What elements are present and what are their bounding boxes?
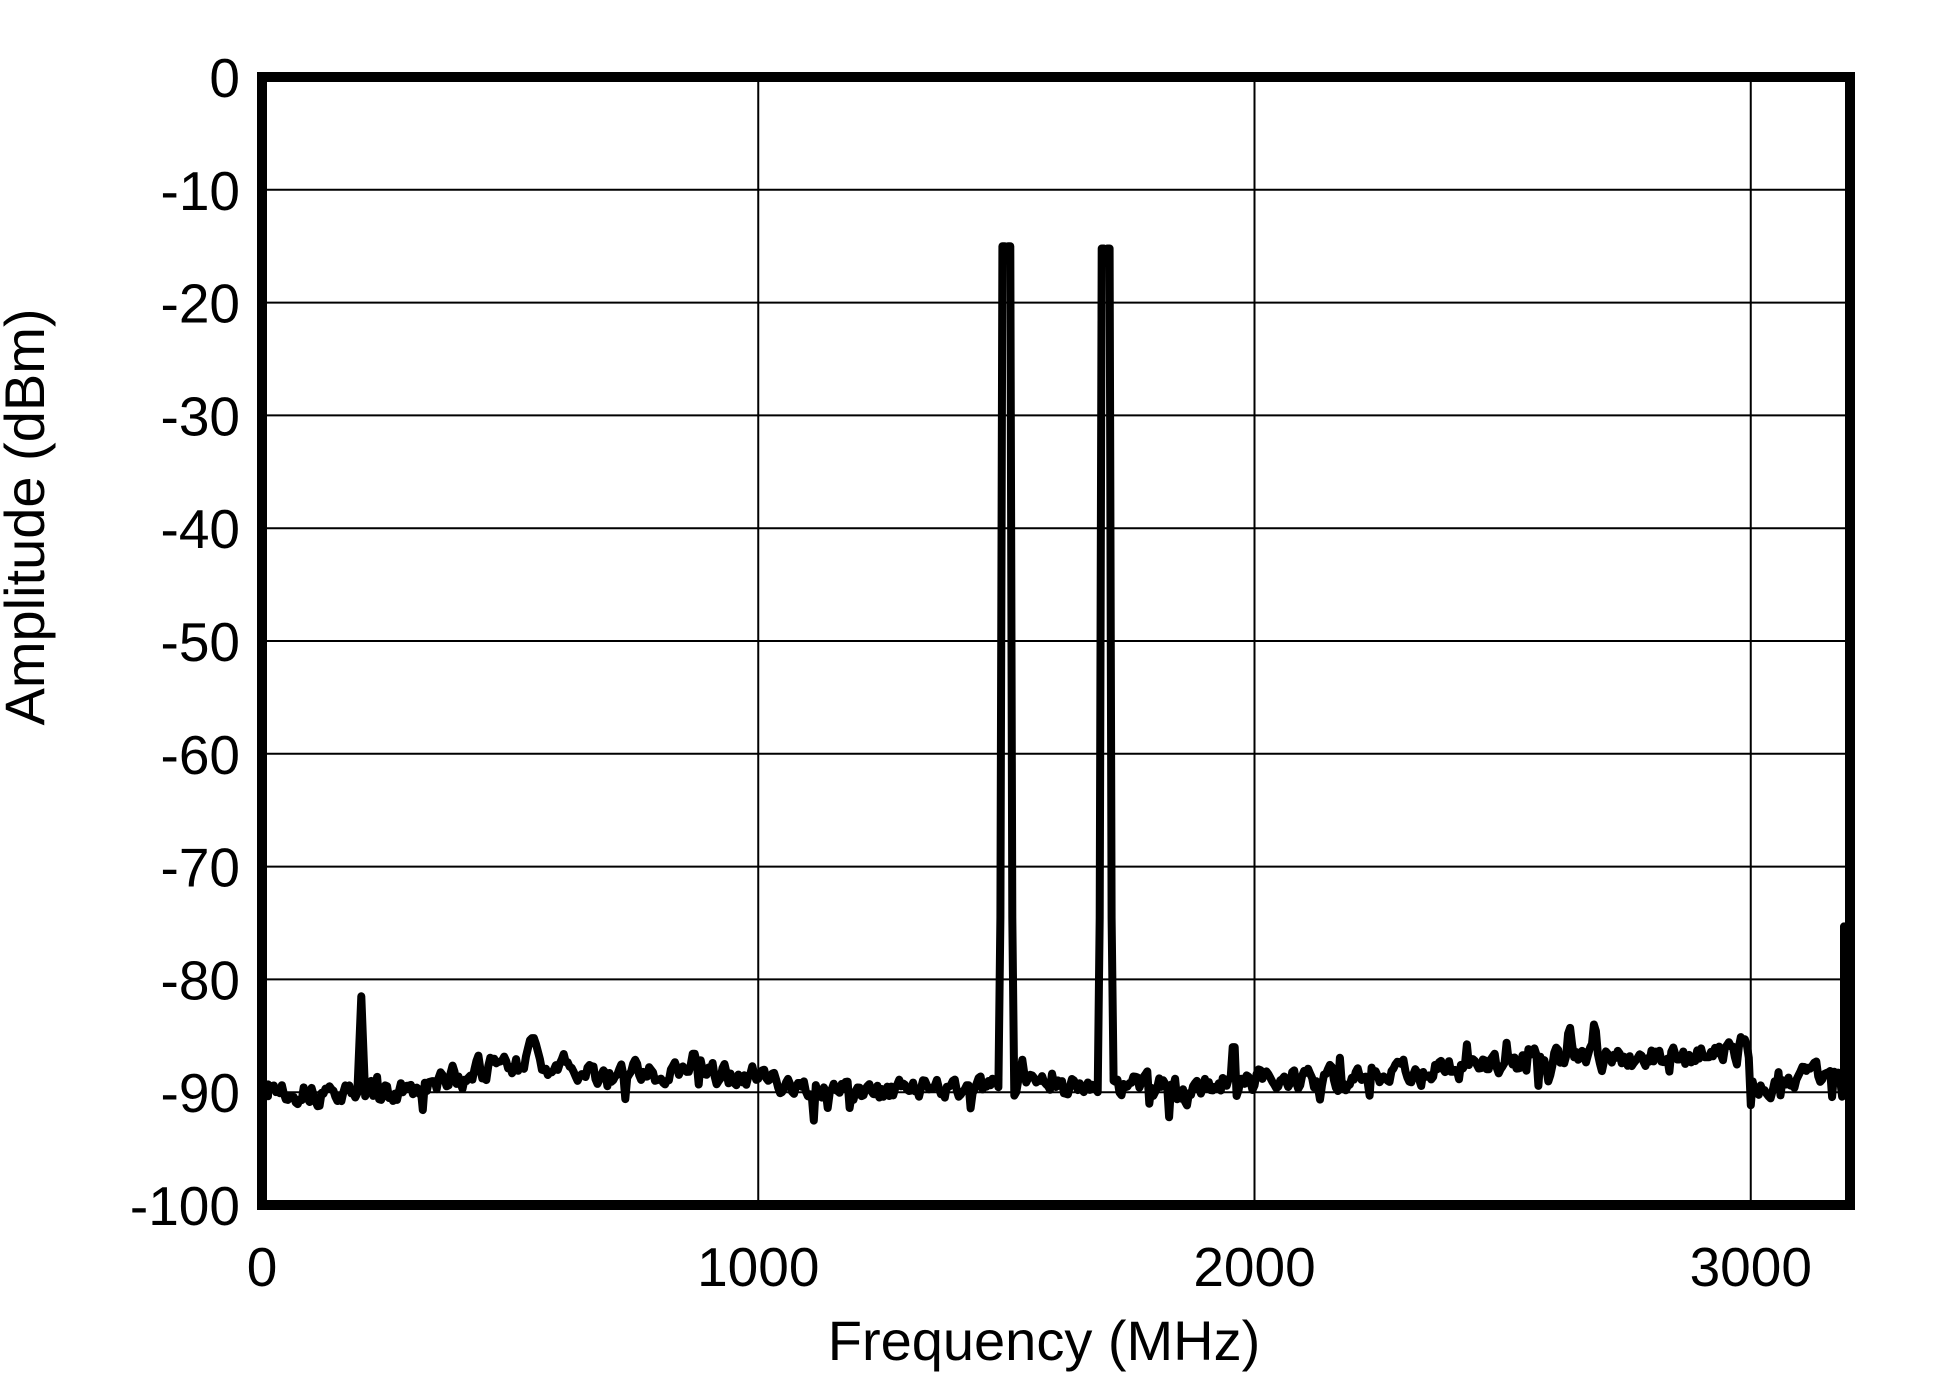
x-axis-tick-labels: 0 1000 2000 3000	[247, 1236, 1812, 1298]
y-tick-label: -40	[161, 498, 241, 560]
x-tick-label: 2000	[1193, 1236, 1315, 1298]
spectrum-trace	[264, 242, 1848, 1125]
y-axis-title: Amplitude (dBm)	[0, 308, 56, 725]
y-tick-label: 0	[209, 47, 240, 109]
y-tick-label: -20	[161, 273, 241, 335]
x-axis-title: Frequency (MHz)	[828, 1309, 1261, 1372]
y-tick-label: -90	[161, 1062, 241, 1124]
grid-layer	[262, 77, 1850, 1205]
y-tick-label: -60	[161, 724, 241, 786]
plot-border	[257, 72, 1855, 1210]
y-tick-label: -50	[161, 611, 241, 673]
x-tick-label: 3000	[1690, 1236, 1812, 1298]
y-tick-label: -70	[161, 837, 241, 899]
y-axis-tick-labels: 0 -10 -20 -30 -40 -50 -60 -70 -80 -90 -100	[130, 47, 240, 1237]
y-tick-label: -10	[161, 160, 241, 222]
y-tick-label: -100	[130, 1175, 240, 1237]
x-tick-label: 1000	[697, 1236, 819, 1298]
y-tick-label: -30	[161, 385, 241, 447]
y-tick-label: -80	[161, 949, 241, 1011]
x-tick-label: 0	[247, 1236, 278, 1298]
